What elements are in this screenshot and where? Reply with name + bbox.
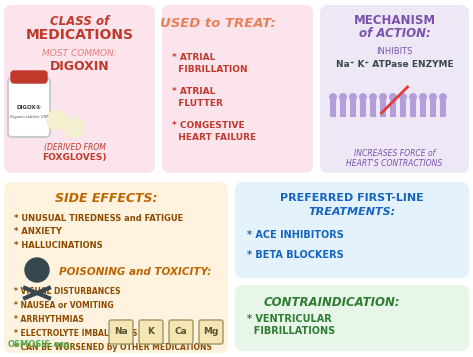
Text: * VISUAL DISTURBANCES: * VISUAL DISTURBANCES: [14, 287, 121, 297]
Bar: [410, 97, 416, 117]
FancyBboxPatch shape: [199, 320, 223, 344]
Circle shape: [409, 93, 417, 101]
Text: Mg: Mg: [203, 327, 219, 337]
Bar: [440, 97, 446, 117]
FancyBboxPatch shape: [11, 71, 47, 83]
FancyBboxPatch shape: [235, 182, 469, 278]
Text: MOST COMMON:: MOST COMMON:: [42, 49, 117, 57]
Text: SIDE EFFECTS:: SIDE EFFECTS:: [55, 191, 157, 205]
Text: CLASS of: CLASS of: [50, 15, 109, 27]
Circle shape: [349, 93, 357, 101]
Circle shape: [429, 93, 437, 101]
Text: Na: Na: [114, 327, 128, 337]
Circle shape: [329, 93, 337, 101]
Text: TREATMENTS:: TREATMENTS:: [308, 207, 395, 217]
FancyBboxPatch shape: [169, 320, 193, 344]
Text: Na⁺ K⁺ ATPase ENZYME: Na⁺ K⁺ ATPase ENZYME: [336, 60, 453, 69]
Text: K: K: [148, 327, 155, 337]
Text: MEDICATIONS: MEDICATIONS: [26, 28, 133, 42]
Bar: [380, 97, 386, 117]
FancyBboxPatch shape: [139, 320, 163, 344]
FancyBboxPatch shape: [109, 320, 133, 344]
Bar: [360, 97, 366, 117]
Text: * BETA BLOCKERS: * BETA BLOCKERS: [247, 250, 344, 260]
Bar: [420, 97, 426, 117]
Text: INHIBITS: INHIBITS: [377, 46, 412, 55]
Text: HEART'S CONTRACTIONS: HEART'S CONTRACTIONS: [346, 159, 443, 167]
Bar: [370, 97, 376, 117]
Text: USED to TREAT:: USED to TREAT:: [159, 16, 275, 30]
Text: INCREASES FORCE of: INCREASES FORCE of: [354, 149, 435, 157]
Circle shape: [339, 93, 347, 101]
Bar: [350, 97, 356, 117]
Bar: [390, 97, 396, 117]
Text: * ELECTROLYTE IMBALANCES: * ELECTROLYTE IMBALANCES: [14, 330, 137, 338]
Text: * VENTRICULAR
  FIBRILLATIONS: * VENTRICULAR FIBRILLATIONS: [247, 314, 335, 336]
Circle shape: [64, 117, 84, 137]
Text: (DERIVED FROM: (DERIVED FROM: [44, 142, 105, 151]
Bar: [400, 97, 406, 117]
Text: of ACTION:: of ACTION:: [359, 26, 430, 40]
Text: PREFERRED FIRST-LINE: PREFERRED FIRST-LINE: [280, 193, 424, 203]
Text: * NAUSEA or VOMITING: * NAUSEA or VOMITING: [14, 302, 114, 311]
FancyBboxPatch shape: [320, 5, 469, 173]
FancyBboxPatch shape: [4, 182, 228, 353]
Text: DIGOXIN: DIGOXIN: [50, 60, 109, 72]
Bar: [430, 97, 436, 117]
Text: FOXGLOVES): FOXGLOVES): [42, 152, 107, 161]
Circle shape: [439, 93, 447, 101]
Text: * ACE INHIBITORS: * ACE INHIBITORS: [247, 230, 344, 240]
Text: * CAN BE WORSENED by OTHER MEDICATIONS: * CAN BE WORSENED by OTHER MEDICATIONS: [14, 343, 212, 352]
FancyBboxPatch shape: [8, 78, 50, 137]
Text: OSMOSIS.org: OSMOSIS.org: [8, 340, 70, 349]
Text: * CONGESTIVE
  HEART FAILURE: * CONGESTIVE HEART FAILURE: [172, 121, 256, 142]
FancyBboxPatch shape: [162, 5, 313, 173]
Circle shape: [389, 93, 397, 101]
Text: Digoxin tablets USP: Digoxin tablets USP: [10, 115, 48, 119]
Text: * ATRIAL
  FIBRILLATION: * ATRIAL FIBRILLATION: [172, 53, 248, 74]
Circle shape: [47, 110, 67, 130]
Text: * ARRHYTHMIAS: * ARRHYTHMIAS: [14, 316, 84, 325]
FancyBboxPatch shape: [4, 5, 155, 173]
Text: * UNUSUAL TIREDNESS and FATIGUE: * UNUSUAL TIREDNESS and FATIGUE: [14, 213, 183, 222]
Text: POISONING and TOXICITY:: POISONING and TOXICITY:: [59, 267, 211, 277]
Text: MECHANISM: MECHANISM: [353, 14, 436, 26]
Text: Ca: Ca: [175, 327, 187, 337]
Text: * HALLUCINATIONS: * HALLUCINATIONS: [14, 241, 103, 251]
Circle shape: [399, 93, 407, 101]
Text: * ANXIETY: * ANXIETY: [14, 227, 62, 236]
FancyBboxPatch shape: [235, 285, 469, 351]
Circle shape: [419, 93, 427, 101]
Circle shape: [379, 93, 387, 101]
Bar: [330, 97, 336, 117]
Circle shape: [359, 93, 367, 101]
Text: DIGOX®: DIGOX®: [17, 105, 42, 110]
Circle shape: [25, 258, 49, 282]
Circle shape: [369, 93, 377, 101]
Text: * ATRIAL
  FLUTTER: * ATRIAL FLUTTER: [172, 87, 223, 108]
Bar: [340, 97, 346, 117]
Text: CONTRAINDICATION:: CONTRAINDICATION:: [263, 297, 400, 310]
